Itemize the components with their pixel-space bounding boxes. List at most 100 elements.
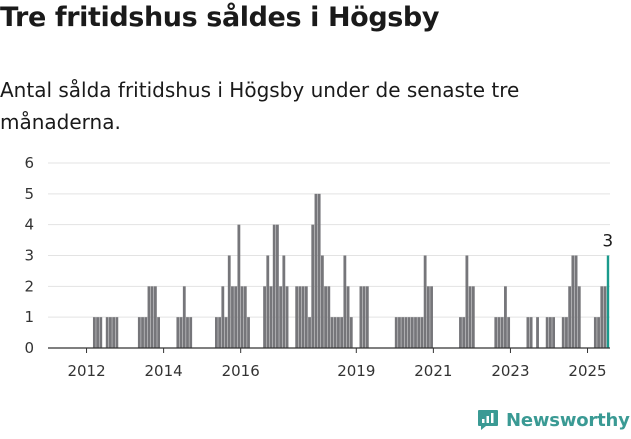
x-tick-label: 2021 xyxy=(414,362,452,380)
bar xyxy=(105,317,109,348)
bar xyxy=(218,317,222,348)
bar xyxy=(157,317,160,348)
bar xyxy=(327,286,331,348)
bar xyxy=(394,317,398,348)
bar xyxy=(494,317,498,348)
bar xyxy=(545,317,549,348)
bar-chart: 0 1 2 3 4 5 6 2012 2014 2016 2019 2021 2023 2025 3 xyxy=(24,154,613,380)
bar xyxy=(153,286,157,348)
bar xyxy=(282,255,286,348)
bar xyxy=(526,317,530,348)
bar xyxy=(115,317,119,348)
bar xyxy=(295,286,299,348)
bar xyxy=(317,193,321,348)
bar xyxy=(577,286,581,348)
bar xyxy=(141,317,144,348)
bar xyxy=(298,286,302,348)
bar xyxy=(176,317,180,348)
bar xyxy=(414,317,417,348)
bar xyxy=(272,224,276,348)
bar xyxy=(565,317,568,348)
bar xyxy=(320,255,324,348)
bar xyxy=(112,317,116,348)
bar xyxy=(465,255,469,348)
bar xyxy=(137,317,141,348)
bar xyxy=(365,286,369,348)
bar xyxy=(417,317,421,348)
bar xyxy=(179,317,183,348)
bar xyxy=(311,224,315,348)
bar xyxy=(340,317,344,348)
bar xyxy=(279,286,283,348)
x-tick-label: 2019 xyxy=(337,362,375,380)
bar xyxy=(144,317,148,348)
x-tick-label: 2016 xyxy=(222,362,260,380)
bar xyxy=(308,317,311,348)
bar xyxy=(548,317,552,348)
y-tick-label: 4 xyxy=(24,216,34,234)
x-tick-label: 2025 xyxy=(568,362,606,380)
bar xyxy=(285,286,289,348)
bar xyxy=(276,224,279,348)
bar xyxy=(99,317,103,348)
y-tick-label: 2 xyxy=(24,277,34,295)
bar xyxy=(343,255,347,348)
bar xyxy=(182,286,186,348)
y-tick-label: 6 xyxy=(24,154,34,172)
bar xyxy=(324,286,327,348)
bar xyxy=(247,317,250,348)
bar xyxy=(243,286,247,348)
bar xyxy=(301,286,305,348)
x-tick-label: 2014 xyxy=(145,362,183,380)
bar xyxy=(304,286,308,348)
bar xyxy=(404,317,408,348)
bar xyxy=(333,317,337,348)
bar xyxy=(346,286,350,348)
bar xyxy=(92,317,96,348)
bar xyxy=(189,317,193,348)
bar xyxy=(471,286,475,348)
bar xyxy=(186,317,189,348)
bar xyxy=(462,317,466,348)
bar xyxy=(150,286,154,348)
bar xyxy=(96,317,99,348)
bar xyxy=(571,255,575,348)
bar xyxy=(552,317,556,348)
bar xyxy=(337,317,340,348)
bar xyxy=(430,286,433,348)
y-tick-label: 5 xyxy=(24,185,34,203)
chart-subtitle: Antal sålda fritidshus i Högsby under de… xyxy=(0,78,520,134)
bar xyxy=(237,224,241,348)
value-annotation: 3 xyxy=(602,232,613,252)
bar xyxy=(362,286,366,348)
bar xyxy=(603,286,607,348)
bar xyxy=(330,317,334,348)
bar xyxy=(568,286,572,348)
bar xyxy=(263,286,266,348)
x-tick-label: 2023 xyxy=(491,362,529,380)
bar xyxy=(459,317,462,348)
y-tick-label: 1 xyxy=(24,308,34,326)
bar xyxy=(234,286,238,348)
bar xyxy=(600,286,604,348)
bar xyxy=(497,317,501,348)
bar xyxy=(529,317,533,348)
brand-name: Newsworthy xyxy=(506,409,630,431)
bar xyxy=(240,286,244,348)
bar xyxy=(574,255,578,348)
newsworthy-logo-icon xyxy=(478,410,498,430)
bar xyxy=(597,317,600,348)
bar xyxy=(266,255,270,348)
bar xyxy=(224,317,228,348)
bar xyxy=(536,317,539,348)
bar xyxy=(398,317,401,348)
bar xyxy=(504,286,507,348)
bar xyxy=(423,255,427,348)
bar xyxy=(227,255,231,348)
bar xyxy=(109,317,112,348)
bar xyxy=(500,317,504,348)
bar xyxy=(269,286,273,348)
highlighted-bar xyxy=(606,255,610,348)
bar xyxy=(214,317,218,348)
y-tick-label: 0 xyxy=(24,339,34,357)
